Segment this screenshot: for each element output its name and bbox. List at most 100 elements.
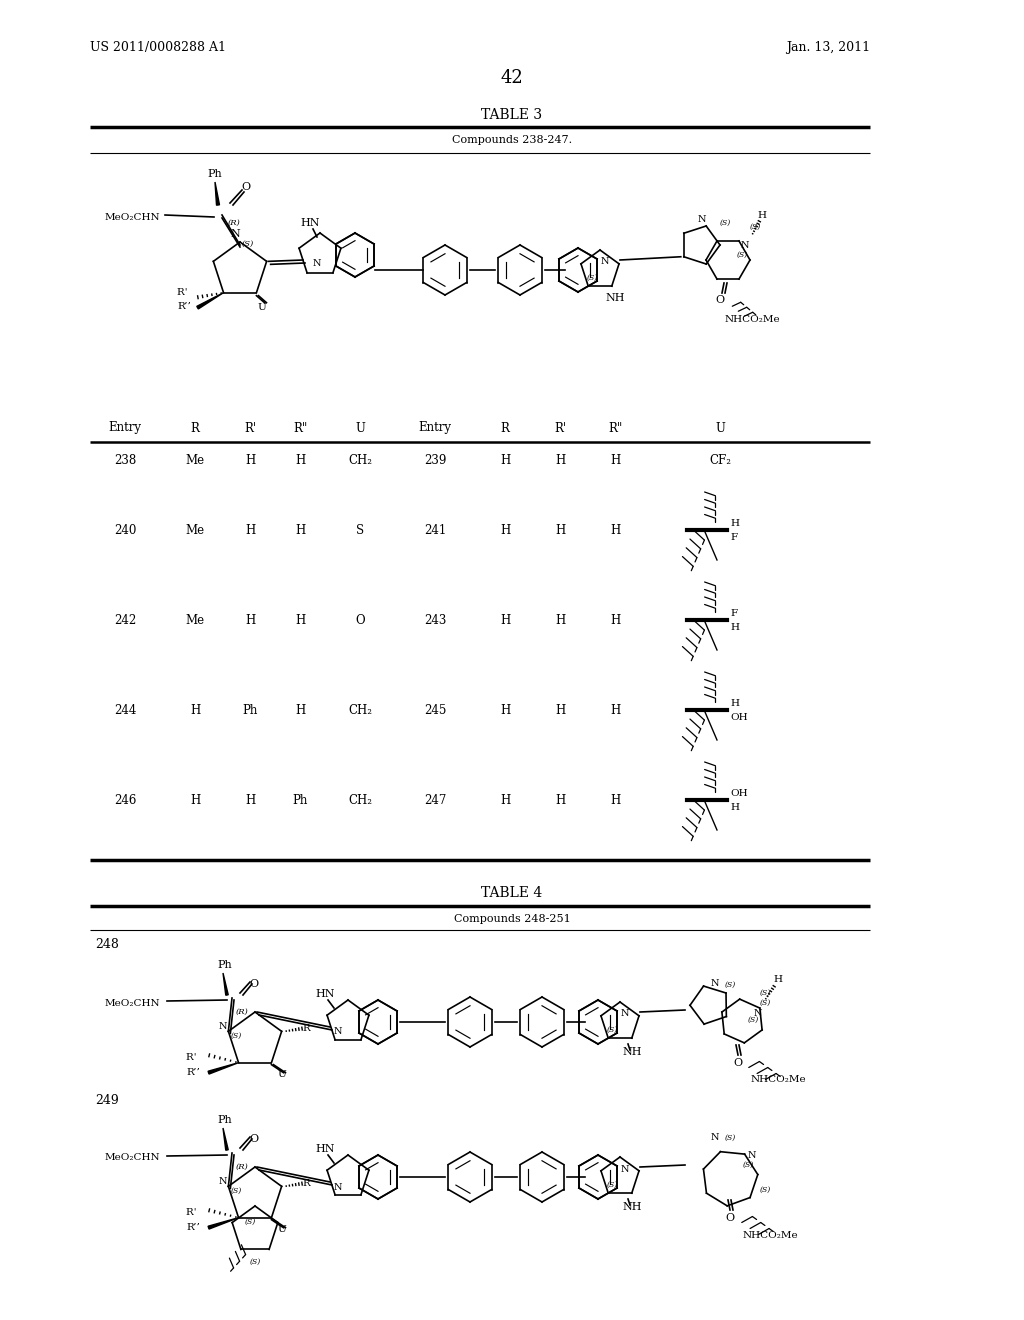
Text: R’’: R’’ bbox=[186, 1224, 201, 1232]
Text: H: H bbox=[245, 524, 255, 536]
Text: N: N bbox=[711, 978, 719, 987]
Text: (S): (S) bbox=[742, 1162, 754, 1170]
Text: U: U bbox=[278, 1225, 286, 1234]
Text: N: N bbox=[754, 1008, 762, 1018]
Text: R': R' bbox=[185, 1053, 201, 1063]
Text: (S): (S) bbox=[760, 999, 771, 1007]
Text: H: H bbox=[295, 704, 305, 717]
Text: H: H bbox=[245, 793, 255, 807]
Text: Ph: Ph bbox=[292, 793, 307, 807]
Text: N: N bbox=[334, 1183, 342, 1192]
Text: MeO₂CHN: MeO₂CHN bbox=[105, 214, 161, 223]
Text: TABLE 3: TABLE 3 bbox=[481, 108, 543, 121]
Text: NH: NH bbox=[623, 1203, 642, 1212]
Polygon shape bbox=[208, 1063, 239, 1074]
Text: NH: NH bbox=[623, 1047, 642, 1057]
Text: N: N bbox=[697, 215, 707, 224]
Polygon shape bbox=[223, 973, 228, 995]
Text: H: H bbox=[555, 793, 565, 807]
Text: 238: 238 bbox=[114, 454, 136, 466]
Text: NH: NH bbox=[605, 293, 625, 304]
Text: TABLE 4: TABLE 4 bbox=[481, 886, 543, 900]
Text: (S): (S) bbox=[606, 1181, 617, 1189]
Text: O: O bbox=[250, 1134, 259, 1144]
Text: N: N bbox=[740, 240, 750, 249]
Text: F: F bbox=[730, 610, 737, 619]
Text: N: N bbox=[312, 259, 322, 268]
Text: Ph: Ph bbox=[243, 704, 258, 717]
Text: H: H bbox=[295, 614, 305, 627]
Text: O: O bbox=[242, 182, 251, 191]
Text: O: O bbox=[355, 614, 365, 627]
Text: N: N bbox=[230, 228, 240, 239]
Text: NHCO₂Me: NHCO₂Me bbox=[742, 1230, 798, 1239]
Text: (S): (S) bbox=[230, 1187, 242, 1195]
Text: H: H bbox=[610, 454, 621, 466]
Text: H: H bbox=[610, 704, 621, 717]
Text: 244: 244 bbox=[114, 704, 136, 717]
Text: U: U bbox=[715, 421, 725, 434]
Text: Me: Me bbox=[185, 454, 205, 466]
Text: HN: HN bbox=[300, 218, 319, 228]
Text: R: R bbox=[303, 1179, 310, 1188]
Text: H: H bbox=[555, 614, 565, 627]
Text: (S): (S) bbox=[750, 223, 761, 231]
Polygon shape bbox=[197, 293, 223, 309]
Text: (S): (S) bbox=[736, 251, 748, 259]
Text: H: H bbox=[610, 614, 621, 627]
Text: H: H bbox=[245, 614, 255, 627]
Text: Entry: Entry bbox=[419, 421, 452, 434]
Text: H: H bbox=[500, 793, 510, 807]
Text: 239: 239 bbox=[424, 454, 446, 466]
Text: 242: 242 bbox=[114, 614, 136, 627]
Text: R: R bbox=[303, 1024, 310, 1032]
Text: (S): (S) bbox=[242, 240, 254, 248]
Text: (S): (S) bbox=[748, 1016, 759, 1024]
Text: H: H bbox=[189, 793, 200, 807]
Text: HN: HN bbox=[315, 1144, 335, 1154]
Text: (S): (S) bbox=[250, 1258, 261, 1266]
Text: H: H bbox=[555, 524, 565, 536]
Text: H: H bbox=[773, 975, 782, 985]
Text: R': R' bbox=[554, 421, 566, 434]
Text: 246: 246 bbox=[114, 793, 136, 807]
Text: (R): (R) bbox=[236, 1163, 249, 1171]
Text: MeO₂CHN: MeO₂CHN bbox=[105, 1154, 161, 1163]
Text: U: U bbox=[257, 304, 266, 312]
Text: Ph: Ph bbox=[208, 169, 222, 180]
Text: R’’: R’’ bbox=[178, 302, 191, 312]
Text: Entry: Entry bbox=[109, 421, 141, 434]
Text: (S): (S) bbox=[724, 981, 735, 989]
Text: R": R" bbox=[608, 421, 623, 434]
Text: H: H bbox=[295, 454, 305, 466]
Text: F: F bbox=[730, 533, 737, 543]
Text: NHCO₂Me: NHCO₂Me bbox=[724, 315, 780, 325]
Text: H: H bbox=[730, 804, 739, 813]
Text: (R): (R) bbox=[236, 1008, 249, 1016]
Text: R': R' bbox=[185, 1208, 201, 1217]
Text: NHCO₂Me: NHCO₂Me bbox=[751, 1076, 806, 1085]
Text: H: H bbox=[500, 614, 510, 627]
Text: (S): (S) bbox=[760, 989, 771, 997]
Text: OH: OH bbox=[730, 714, 748, 722]
Text: N: N bbox=[601, 257, 609, 267]
Text: CH₂: CH₂ bbox=[348, 704, 372, 717]
Text: H: H bbox=[610, 793, 621, 807]
Text: N: N bbox=[621, 1010, 630, 1019]
Text: R: R bbox=[501, 421, 509, 434]
Text: CF₂: CF₂ bbox=[709, 454, 731, 466]
Text: Compounds 238-247.: Compounds 238-247. bbox=[452, 135, 572, 145]
Polygon shape bbox=[223, 1129, 228, 1150]
Text: H: H bbox=[610, 524, 621, 536]
Polygon shape bbox=[215, 182, 219, 205]
Text: (R): (R) bbox=[227, 219, 241, 227]
Text: US 2011/0008288 A1: US 2011/0008288 A1 bbox=[90, 41, 226, 54]
Text: S: S bbox=[356, 524, 365, 536]
Text: (S): (S) bbox=[606, 1026, 617, 1034]
Text: Me: Me bbox=[185, 524, 205, 536]
Text: 42: 42 bbox=[501, 69, 523, 87]
Text: R': R' bbox=[244, 421, 256, 434]
Text: O: O bbox=[725, 1213, 734, 1224]
Text: (S): (S) bbox=[724, 1134, 735, 1142]
Text: Me: Me bbox=[185, 614, 205, 627]
